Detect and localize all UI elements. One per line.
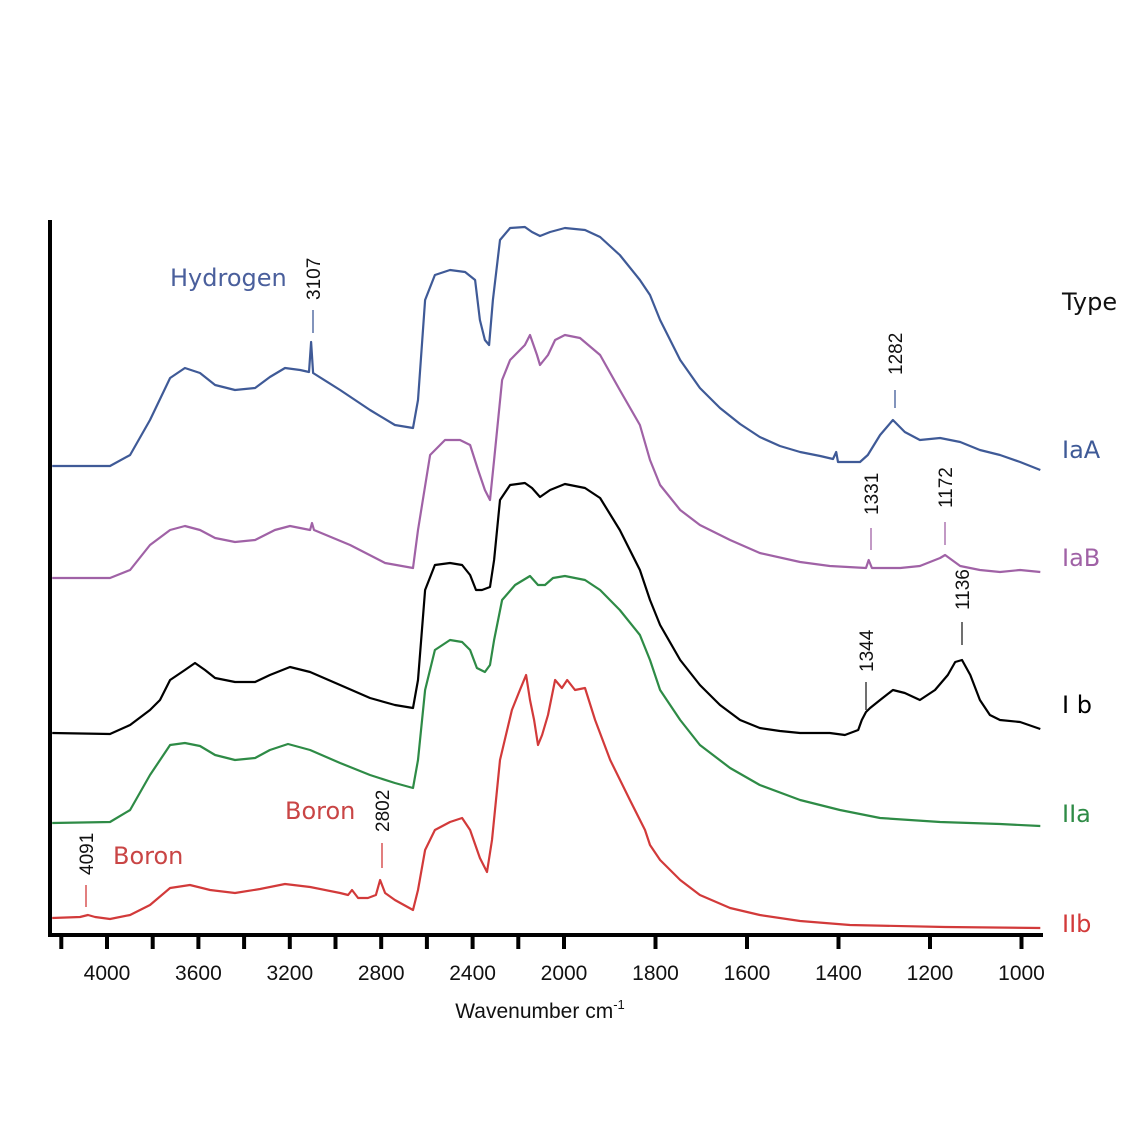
- annotation-hydrogen: Hydrogen: [170, 264, 287, 292]
- x-ticks: [59, 937, 1024, 949]
- peak-label-4091: 4091: [77, 833, 98, 875]
- x-tick-labels: 4000 3600 3200 2800 2400 2000 1800 1600 1400 1200…: [84, 962, 1045, 985]
- peak-label-3107: 3107: [304, 258, 325, 300]
- axes: 4000 3600 3200 2800 2400 2000 1800 1600 1400 1200…: [48, 220, 1045, 1023]
- x-tick-label: 1000: [998, 962, 1045, 985]
- peak-label-1282: 1282: [886, 333, 907, 375]
- peak-label-1331: 1331: [862, 473, 883, 515]
- series-line-iaa: [52, 225, 1041, 472]
- peak-annotations: 3107 1282 1331 1172 1136 1344 4091 2802: [77, 258, 974, 907]
- legend: Type IaA IaB I b IIa IIb: [1061, 288, 1117, 938]
- legend-label-iib: IIb: [1062, 910, 1091, 938]
- series-line-iia: [52, 574, 1041, 828]
- legend-title: Type: [1061, 288, 1117, 316]
- x-tick-label: 2000: [541, 962, 588, 985]
- x-tick-label: 3600: [175, 962, 222, 985]
- legend-label-iia: IIa: [1062, 800, 1091, 828]
- series-line-iib: [52, 673, 1041, 930]
- series-lines: [52, 225, 1041, 930]
- text-annotations: Hydrogen Boron Boron: [113, 264, 355, 870]
- x-tick-label: 2400: [449, 962, 496, 985]
- peak-label-1172: 1172: [936, 467, 957, 508]
- peak-label-1136: 1136: [953, 569, 974, 610]
- series-line-iab: [52, 333, 1041, 580]
- x-tick-label: 3200: [266, 962, 313, 985]
- annotation-boron: Boron: [285, 797, 355, 825]
- x-tick-label: 4000: [84, 962, 131, 985]
- x-tick-label: 1600: [724, 962, 771, 985]
- peak-label-2802: 2802: [373, 790, 394, 832]
- x-tick-label: 1400: [815, 962, 862, 985]
- x-tick-label: 1800: [632, 962, 679, 985]
- series-line-ib: [52, 481, 1041, 737]
- x-tick-label: 2800: [358, 962, 405, 985]
- legend-label-ib: I b: [1062, 691, 1092, 719]
- annotation-boron: Boron: [113, 842, 183, 870]
- x-tick-label: 1200: [907, 962, 954, 985]
- legend-label-iab: IaB: [1062, 544, 1100, 572]
- peak-label-1344: 1344: [857, 629, 878, 672]
- x-axis-label: Wavenumber cm-1: [455, 997, 625, 1023]
- legend-label-iaa: IaA: [1062, 436, 1101, 464]
